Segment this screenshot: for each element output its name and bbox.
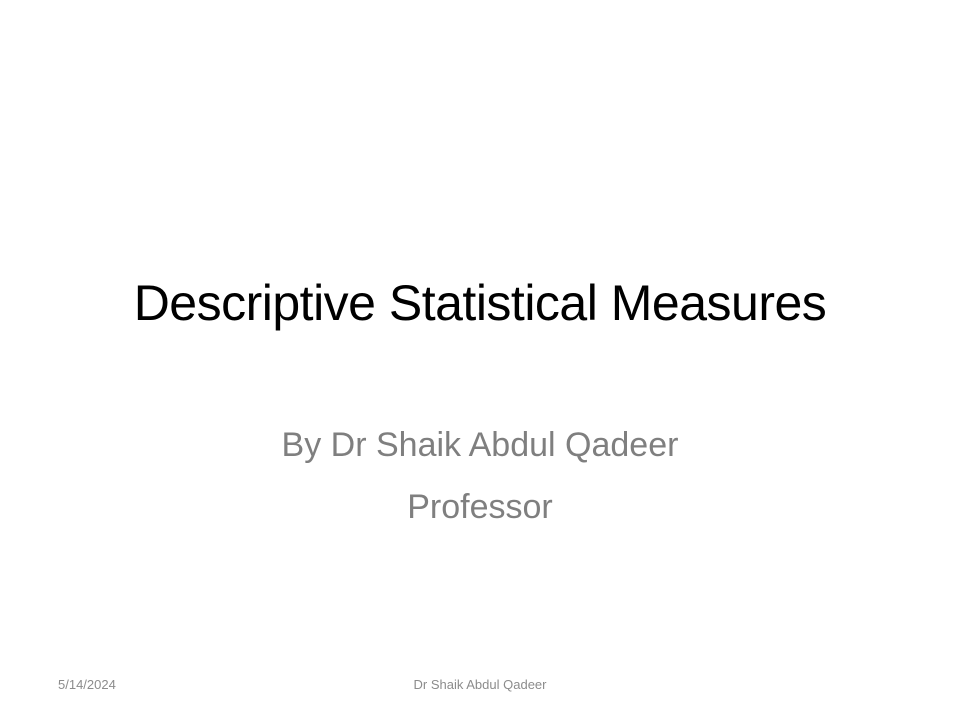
slide-title: Descriptive Statistical Measures: [133, 275, 827, 331]
author-line: By Dr Shaik Abdul Qadeer: [281, 426, 679, 464]
role-line: Professor: [407, 488, 553, 526]
footer-author: Dr Shaik Abdul Qadeer: [413, 677, 547, 692]
slide-subtitle: By Dr Shaik Abdul Qadeer Professor: [0, 414, 960, 538]
footer-date: 5/14/2024: [58, 677, 116, 692]
